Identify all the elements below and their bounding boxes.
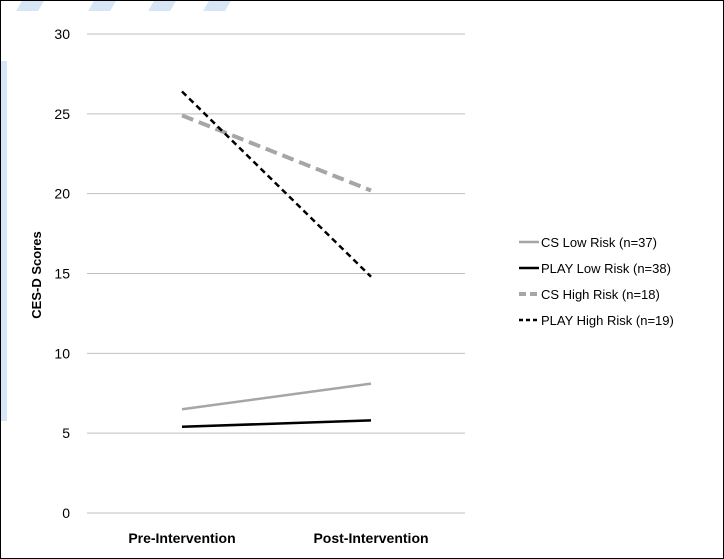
series-line-1 [181,382,372,411]
legend: CS Low Risk (n=37) PLAY Low Risk (n=38) CS… [519,235,674,328]
x-category-label: Pre-Intervention [128,530,235,546]
x-axis-category-labels: Pre-Intervention Post-Intervention [128,530,428,546]
y-tick-label: 5 [62,425,70,441]
series-line-3 [181,113,372,193]
legend-label-2: PLAY Low Risk (n=38) [541,261,671,276]
series-line-2 [181,419,372,429]
y-tick-label: 25 [54,106,70,122]
watermark-stripe-left [1,61,7,421]
legend-label-1: CS Low Risk (n=37) [541,235,657,250]
legend-label-3: CS High Risk (n=18) [541,287,660,302]
y-tick-label: 10 [54,345,70,361]
x-category-label: Post-Intervention [313,530,428,546]
y-tick-label: 0 [62,505,70,521]
y-axis-tick-labels: 0 5 10 15 20 25 30 [54,26,70,521]
y-tick-label: 15 [54,266,70,282]
y-axis-title: CES-D Scores [29,231,44,318]
gridlines [87,33,465,514]
series-line-4 [181,90,372,278]
series-lines [181,90,372,429]
y-tick-label: 30 [54,26,70,42]
y-tick-label: 20 [54,186,70,202]
legend-label-4: PLAY High Risk (n=19) [541,313,674,328]
